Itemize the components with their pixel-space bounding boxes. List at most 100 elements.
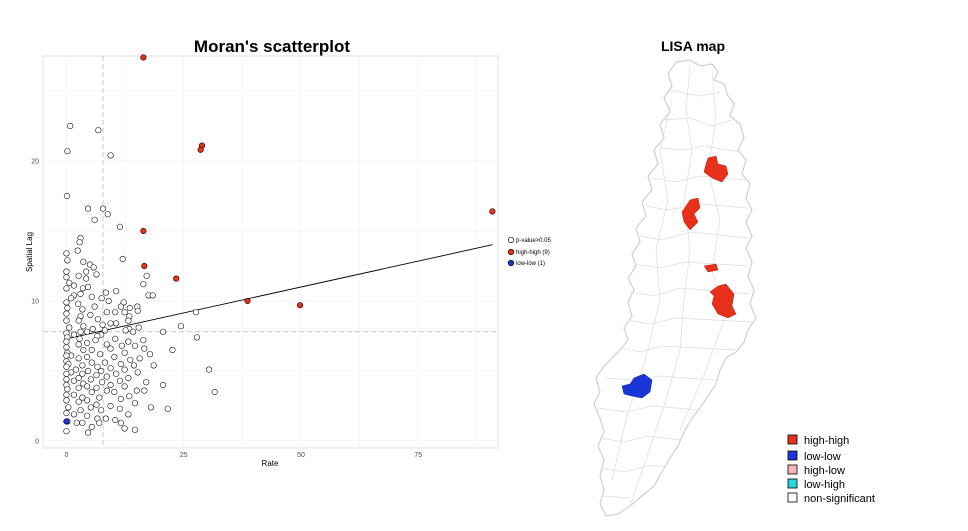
map-legend-label-lowhigh: low-high [804, 479, 845, 491]
map-outline [593, 59, 757, 517]
point-series-0 [146, 351, 154, 358]
point-series-0 [89, 325, 96, 333]
point-series-0 [126, 393, 133, 400]
map-title: LISA map [661, 38, 725, 54]
point-series-0 [117, 419, 124, 426]
point-series-0 [73, 419, 80, 426]
point-series-0 [134, 307, 141, 314]
scatter-legend: p-value>0.05 high-high (9) low-low (1) [507, 236, 552, 267]
point-series-0 [64, 257, 71, 264]
point-series-0 [84, 412, 91, 419]
point-series-1 [140, 54, 147, 61]
point-series-0 [84, 283, 92, 291]
point-series-0 [205, 366, 213, 373]
point-series-0 [112, 309, 119, 316]
point-series-0 [84, 339, 91, 347]
point-series-0 [79, 370, 86, 377]
point-series-0 [116, 377, 124, 384]
y-tick-label: 0 [35, 439, 39, 446]
point-series-0 [83, 275, 90, 282]
map-legend-swatch-highlow [787, 464, 798, 475]
point-series-0 [102, 415, 109, 422]
point-series-0 [135, 324, 142, 331]
point-series-1 [244, 297, 251, 305]
point-series-0 [103, 341, 110, 348]
point-series-0 [116, 405, 124, 412]
point-series-0 [111, 353, 118, 361]
point-series-0 [141, 387, 148, 394]
point-series-0 [63, 192, 70, 200]
point-series-0 [75, 300, 82, 307]
point-series-0 [67, 122, 74, 130]
point-series-0 [79, 419, 86, 426]
point-series-0 [193, 334, 200, 341]
point-series-0 [70, 377, 78, 384]
point-series-0 [88, 293, 95, 300]
point-series-0 [84, 328, 91, 335]
point-series-0 [64, 386, 71, 393]
point-series-0 [84, 205, 92, 212]
map-legend-label-highhigh: high-high [804, 435, 849, 447]
point-series-0 [84, 367, 92, 375]
lisa-map-panel: LISA map high-high low-low high-low low-… [593, 38, 875, 517]
point-series-0 [96, 394, 103, 401]
legend-swatch-highhigh [507, 248, 515, 256]
point-series-0 [131, 342, 139, 349]
point-series-0 [70, 411, 78, 418]
point-series-0 [63, 428, 70, 435]
legend-label-nonsig: p-value>0.05 [516, 238, 552, 244]
point-series-0 [104, 211, 111, 218]
point-series-1 [296, 302, 304, 309]
point-series-0 [107, 320, 114, 327]
point-series-0 [88, 388, 95, 396]
point-series-0 [136, 355, 143, 362]
point-series-0 [84, 429, 92, 436]
point-series-0 [111, 388, 118, 396]
point-series-0 [93, 384, 100, 391]
point-series-0 [87, 311, 94, 319]
point-series-0 [118, 342, 125, 349]
point-series-0 [125, 338, 132, 345]
map-legend-swatch-lowhigh [787, 478, 798, 489]
point-series-0 [63, 299, 70, 306]
point-series-0 [93, 372, 100, 379]
point-series-0 [103, 373, 110, 380]
point-series-0 [70, 391, 78, 398]
point-series-0 [120, 299, 127, 306]
point-series-0 [75, 384, 82, 391]
point-series-0 [107, 402, 114, 410]
point-series-0 [117, 360, 124, 368]
x-tick-label: 75 [414, 452, 422, 459]
legend-swatch-nonsig [507, 236, 515, 244]
map-legend-swatch-lowlow [787, 450, 798, 461]
point-series-0 [107, 152, 114, 159]
scatterplot-panel: Moran's scatterplot 0 25 50 75 0 10 20 Rate S… [25, 37, 552, 468]
point-series-0 [127, 356, 134, 363]
y-axis: 0 10 20 [31, 159, 39, 446]
point-series-0 [63, 268, 70, 275]
ll-region-1 [621, 373, 653, 399]
point-series-0 [63, 397, 70, 404]
point-series-0 [75, 272, 82, 279]
point-series-0 [75, 398, 82, 405]
point-series-0 [140, 337, 147, 344]
hh-region-3 [703, 263, 719, 273]
point-series-0 [91, 303, 98, 310]
point-series-0 [63, 310, 70, 317]
point-series-0 [77, 290, 84, 298]
point-series-0 [83, 268, 90, 275]
point-series-0 [143, 272, 150, 279]
point-series-0 [96, 419, 103, 426]
point-series-0 [113, 370, 120, 377]
point-series-0 [76, 239, 83, 246]
point-series-0 [63, 376, 70, 383]
point-series-0 [94, 363, 101, 370]
point-series-0 [63, 391, 70, 398]
point-series-0 [99, 379, 106, 386]
point-series-0 [79, 285, 86, 292]
legend-swatch-lowlow [507, 259, 515, 267]
point-series-0 [117, 303, 124, 310]
point-series-1 [197, 146, 204, 153]
point-series-0 [63, 338, 70, 345]
